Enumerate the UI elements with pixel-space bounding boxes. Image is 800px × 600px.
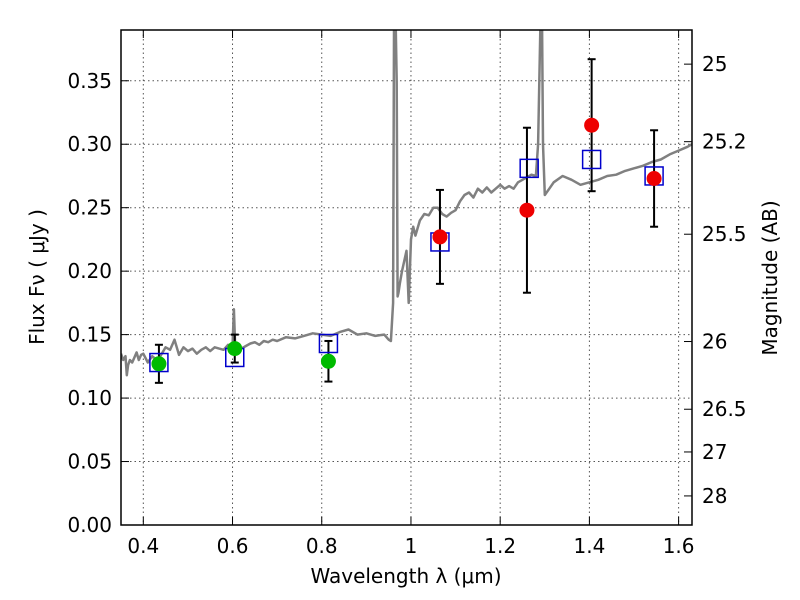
x-tick-label: 1.6 <box>663 534 695 558</box>
optical-point <box>227 341 243 357</box>
nir-point <box>519 202 535 218</box>
data-markers <box>149 117 664 373</box>
grid-lines <box>121 30 692 526</box>
y-tick-label: 0.00 <box>67 513 112 537</box>
y2-tick-label: 25 <box>702 52 727 76</box>
y-tick-label: 0.35 <box>67 69 112 93</box>
y-tick-label: 0.25 <box>67 196 112 220</box>
model-point <box>149 352 169 373</box>
nir-point <box>432 229 448 245</box>
spectrum-layer <box>121 30 692 377</box>
nir-point <box>646 171 662 186</box>
x-tick-label: 1.4 <box>573 534 605 558</box>
y2-axis-label: Magnitude (AB) <box>758 200 782 355</box>
y2-tick-label: 26.5 <box>702 397 747 421</box>
y-axis-label: Flux Fν ( μJy ) <box>25 209 49 345</box>
y2-tick-label: 25.2 <box>702 130 747 154</box>
x-tick-label: 1.2 <box>484 534 516 558</box>
model-point <box>581 149 602 170</box>
nir-point <box>584 117 600 133</box>
y-tick-label: 0.20 <box>67 259 112 283</box>
y2-tick-label: 28 <box>702 484 727 508</box>
x-tick-label: 1 <box>405 534 418 558</box>
optical-point <box>320 353 336 369</box>
x-tick-label: 0.6 <box>217 534 249 558</box>
spectrum-line <box>121 30 692 377</box>
optical-point <box>151 356 167 372</box>
y2-tick-label: 26 <box>702 330 727 354</box>
y-tick-label: 0.10 <box>67 386 112 410</box>
x-axis-label: Wavelength λ (μm) <box>310 564 501 588</box>
x-tick-label: 0.4 <box>127 534 159 558</box>
y-tick-label: 0.30 <box>67 132 112 156</box>
y-tick-label: 0.15 <box>67 323 112 347</box>
y-tick-label: 0.05 <box>67 450 112 474</box>
tick-labels: 0.4 0.6 0.8 1 1.2 1.4 1.6 0.00 0.05 0.10 0.15 0.20 0… <box>67 52 746 558</box>
plot-frame <box>120 29 693 526</box>
model-point <box>519 158 539 179</box>
y2-tick-label: 25.5 <box>702 222 747 246</box>
model-point <box>318 333 339 354</box>
x-tick-label: 0.8 <box>306 534 338 558</box>
y2-tick-label: 27 <box>702 440 727 464</box>
axis-ticks <box>121 30 692 526</box>
